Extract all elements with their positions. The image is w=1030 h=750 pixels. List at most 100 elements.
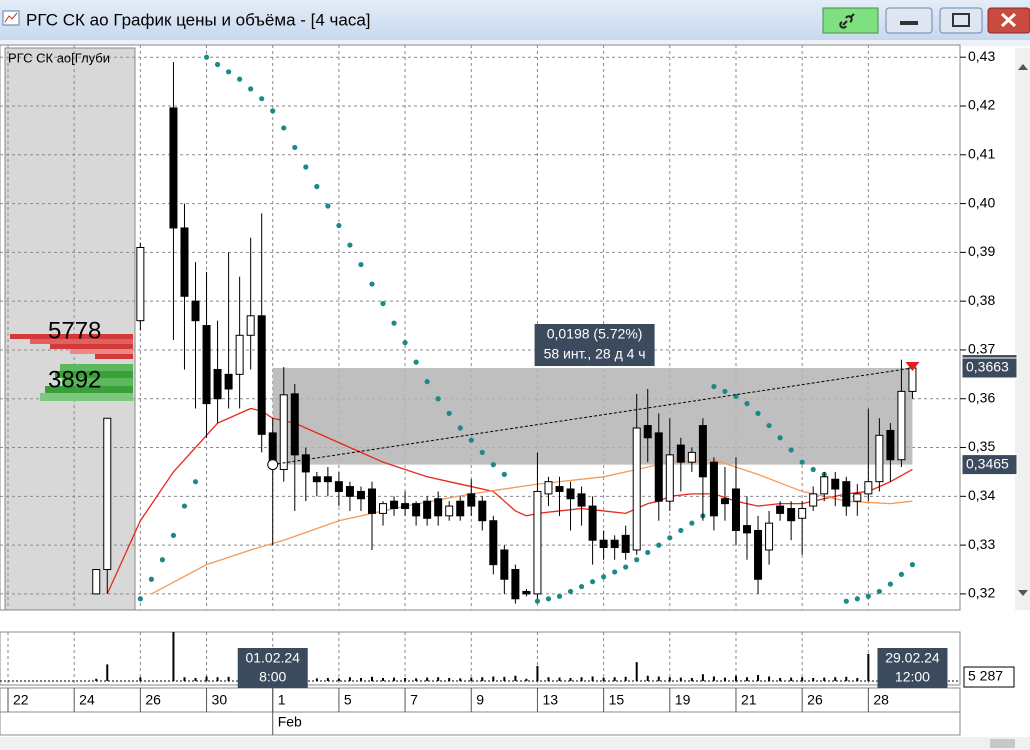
candle-body xyxy=(731,488,740,531)
measure-start xyxy=(267,459,279,471)
vertical-scrollbar[interactable] xyxy=(1015,48,1030,610)
candle-body xyxy=(687,451,696,463)
y-tick-label: 0,39 xyxy=(968,243,995,259)
candle-body xyxy=(875,434,884,483)
scroll-thumb[interactable] xyxy=(990,739,1015,748)
candle-body xyxy=(401,503,410,510)
month-label: Feb xyxy=(278,714,302,730)
link-button[interactable] xyxy=(822,7,879,34)
horizontal-scrollbar[interactable] xyxy=(0,737,1030,750)
sar-dot xyxy=(380,300,386,307)
ask-total: 5778 xyxy=(48,317,101,344)
sar-dot xyxy=(237,76,243,82)
x-tick-label: 13 xyxy=(542,692,558,708)
candle-body xyxy=(720,498,729,505)
candle-body xyxy=(511,569,520,600)
candle-body xyxy=(500,549,509,580)
candle-body xyxy=(478,500,487,522)
scroll-up[interactable] xyxy=(1018,64,1028,70)
candle-body xyxy=(136,246,145,322)
sar-dot xyxy=(744,401,750,407)
sar-dot xyxy=(887,581,894,587)
sar-dot xyxy=(137,596,143,602)
sar-dot xyxy=(612,569,618,575)
sar-dot xyxy=(678,527,684,534)
sar-dot xyxy=(192,479,199,485)
candle-body xyxy=(445,505,454,517)
sar-dot xyxy=(755,410,761,416)
sar-dot xyxy=(556,593,563,599)
sar-dot xyxy=(248,86,254,92)
candle-body xyxy=(522,590,531,595)
sar-dot xyxy=(259,96,265,102)
candle-body xyxy=(809,493,818,507)
candle-body xyxy=(665,454,674,502)
y-tick-label: 0,38 xyxy=(968,292,995,308)
x-tick-label: 26 xyxy=(145,692,161,708)
x-tick-label: 24 xyxy=(79,692,95,708)
sar-dot xyxy=(777,435,783,441)
sar-dot xyxy=(876,588,882,595)
sar-dot xyxy=(413,359,419,365)
measure-span: 58 инт., 28 д 4 ч xyxy=(544,346,646,362)
y-tick-label: 0,37 xyxy=(968,341,995,357)
measure-annotation-box xyxy=(534,323,655,366)
sar-dot xyxy=(854,596,860,602)
candle-body xyxy=(709,461,718,517)
candle-body xyxy=(489,520,498,566)
x-tick-label: 30 xyxy=(212,692,228,708)
y-tick-label: 0,34 xyxy=(968,487,995,503)
candle-body xyxy=(610,539,619,549)
minimize-button[interactable] xyxy=(885,7,933,34)
sar-dot xyxy=(578,583,585,590)
candle-body xyxy=(412,503,421,517)
sar-dot xyxy=(303,164,309,170)
candle-body xyxy=(621,534,630,553)
candle-body xyxy=(367,488,376,514)
sar-dot xyxy=(490,462,496,468)
sar-dot xyxy=(358,261,364,268)
candle-body xyxy=(345,486,354,497)
price-label-box xyxy=(961,357,1018,379)
candle-body xyxy=(323,476,332,483)
candle-body xyxy=(643,425,652,439)
sar-dot xyxy=(424,379,430,385)
candle-body xyxy=(290,393,299,456)
candle-body xyxy=(555,486,564,492)
scroll-down[interactable] xyxy=(1018,590,1028,596)
frame xyxy=(0,40,1030,46)
date-popup-date: 01.02.24 xyxy=(245,650,300,666)
volume-value-label: 5 287 xyxy=(968,668,1003,684)
y-tick-label: 0,42 xyxy=(968,97,995,113)
window-title: РГС СК ао График цены и объёма - [4 часа… xyxy=(26,10,371,29)
app-icon xyxy=(2,10,20,26)
sar-dot xyxy=(314,183,320,190)
x-tick-label: 9 xyxy=(476,692,484,708)
candle-body xyxy=(743,525,752,534)
candle-body xyxy=(820,476,829,495)
candle-body xyxy=(191,300,200,322)
candle-body xyxy=(842,481,851,507)
sar-dot xyxy=(766,422,772,429)
candle-body xyxy=(169,107,178,229)
close-button[interactable] xyxy=(987,7,1030,34)
maximize-button[interactable] xyxy=(939,7,983,34)
plot xyxy=(0,45,960,610)
date-popup-time: 8:00 xyxy=(259,669,286,685)
candle-body xyxy=(886,429,895,461)
sar-dot xyxy=(843,598,849,604)
sar-dot xyxy=(468,437,474,443)
price-label: 0,3663 xyxy=(966,359,1009,375)
sar-dot xyxy=(810,466,816,473)
date-popup xyxy=(237,648,308,688)
x-tick-label: 28 xyxy=(873,692,889,708)
candle-body xyxy=(224,373,233,390)
candle-body xyxy=(864,481,873,495)
date-popup xyxy=(877,648,948,688)
candle-body xyxy=(588,505,597,541)
candle-body xyxy=(533,490,542,595)
y-tick-label: 0,32 xyxy=(968,585,995,601)
sar-dot xyxy=(601,574,607,580)
